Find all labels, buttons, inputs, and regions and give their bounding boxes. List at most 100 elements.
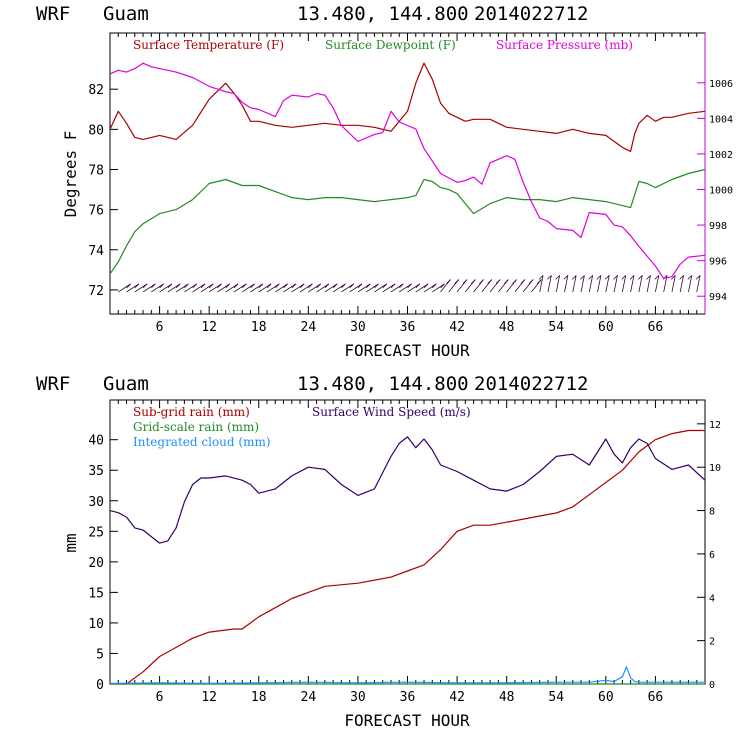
y2-tick-label: 994 bbox=[709, 292, 727, 303]
wind-barb bbox=[200, 283, 214, 293]
x-tick-label: 48 bbox=[499, 690, 515, 705]
y2-tick-label: 2 bbox=[709, 637, 715, 648]
y2-tick-label: 12 bbox=[709, 420, 721, 431]
wind-barb bbox=[564, 275, 569, 292]
header-coords-2: 13.480, 144.800 bbox=[297, 373, 469, 395]
wind-barb-flag bbox=[184, 283, 189, 289]
wind-barb-flag bbox=[695, 275, 701, 280]
wind-barb bbox=[332, 283, 346, 293]
wind-barb bbox=[192, 283, 206, 293]
wind-barb-flag bbox=[349, 283, 355, 289]
wind-barb bbox=[671, 275, 676, 292]
y2-tick-label: 1002 bbox=[709, 150, 733, 161]
wind-barb bbox=[341, 283, 354, 293]
wind-barb-flag bbox=[407, 283, 412, 289]
series-line-4 bbox=[109, 436, 706, 544]
temperature-y-label: Degrees F bbox=[61, 131, 80, 218]
y-tick-label: 35 bbox=[88, 464, 104, 479]
wind-barb bbox=[308, 283, 321, 293]
y2-tick-label: 998 bbox=[709, 221, 727, 232]
wind-barb-flag bbox=[520, 279, 526, 284]
wind-barb-flag bbox=[250, 283, 255, 289]
wind-barb-flag bbox=[208, 283, 214, 289]
legend-dewpoint: Surface Dewpoint (F) bbox=[325, 38, 456, 52]
y2-tick-label: 1006 bbox=[709, 79, 733, 90]
wind-barb-flag bbox=[446, 279, 451, 284]
wind-barb-flag bbox=[200, 283, 206, 289]
y2-tick-label: 8 bbox=[709, 507, 715, 518]
x-tick-label: 36 bbox=[400, 320, 416, 335]
wind-barb-flag bbox=[142, 283, 148, 289]
wind-barb bbox=[572, 275, 577, 292]
wind-barb-flag bbox=[382, 283, 388, 289]
wind-barb-flag bbox=[687, 275, 693, 280]
wind-barb-flag bbox=[537, 279, 542, 284]
wind-barb bbox=[696, 275, 701, 292]
legend-wind-speed: Surface Wind Speed (m/s) bbox=[312, 405, 471, 419]
wind-barb bbox=[555, 275, 561, 292]
temperature-series bbox=[109, 62, 706, 279]
wind-barb bbox=[175, 283, 189, 293]
y-tick-label: 40 bbox=[88, 434, 104, 449]
x-tick-label: 60 bbox=[598, 690, 614, 705]
wind-barb bbox=[638, 275, 643, 292]
x-tick-label: 6 bbox=[156, 320, 164, 335]
wind-barb bbox=[283, 283, 297, 293]
wind-barb-flag bbox=[316, 283, 321, 289]
legend-pressure: Surface Pressure (mb) bbox=[496, 38, 633, 52]
y-tick-label: 72 bbox=[88, 284, 104, 299]
wind-barb bbox=[597, 275, 602, 292]
header-model-2: WRF bbox=[36, 373, 70, 395]
wind-barb-flag bbox=[126, 283, 131, 289]
wind-barb-flag bbox=[217, 283, 222, 289]
wind-barb bbox=[580, 275, 585, 292]
x-tick-label: 30 bbox=[350, 690, 366, 705]
wind-barb-flag bbox=[679, 275, 684, 280]
legend-subgrid-rain: Sub-grid rain (mm) bbox=[133, 405, 250, 419]
rain-series bbox=[109, 429, 706, 685]
x-tick-label: 66 bbox=[648, 690, 664, 705]
wind-barb bbox=[291, 283, 305, 293]
wind-barb bbox=[357, 283, 371, 293]
wind-barb bbox=[233, 283, 247, 293]
wind-barb-flag bbox=[528, 279, 534, 284]
wind-barb-flag bbox=[159, 283, 164, 289]
header-model: WRF bbox=[36, 3, 70, 25]
wind-barb-flag bbox=[479, 279, 484, 284]
wind-barb-flag bbox=[471, 279, 476, 284]
wind-barb-flag bbox=[671, 275, 676, 280]
wind-barb-flag bbox=[151, 283, 156, 289]
x-tick-label: 6 bbox=[156, 690, 164, 705]
series-line-1 bbox=[109, 62, 706, 152]
wind-barb bbox=[646, 275, 651, 292]
x-tick-label: 54 bbox=[548, 320, 564, 335]
wind-barb-flag bbox=[637, 275, 643, 280]
y2-tick-label: 0 bbox=[709, 680, 715, 691]
legend-cloud: Integrated cloud (mm) bbox=[133, 435, 271, 449]
wind-barb-flag bbox=[192, 283, 198, 289]
wind-barb-flag bbox=[613, 275, 618, 280]
series-line-3 bbox=[109, 666, 705, 684]
wind-barb bbox=[588, 275, 594, 292]
wind-barb-flag bbox=[399, 283, 404, 289]
wind-barb-flag bbox=[604, 275, 610, 280]
wind-barb bbox=[407, 283, 421, 293]
wind-barb-flag bbox=[563, 275, 569, 280]
wind-barb-flag bbox=[299, 283, 305, 289]
wind-barb-flag bbox=[538, 275, 544, 280]
y-tick-label: 0 bbox=[96, 678, 104, 693]
y-tick-label: 78 bbox=[88, 163, 104, 178]
series-line-3 bbox=[109, 62, 706, 279]
wind-barb-flag bbox=[462, 279, 468, 284]
wind-barb bbox=[432, 283, 445, 293]
wind-barb bbox=[167, 283, 181, 293]
wind-barb bbox=[621, 275, 627, 292]
wind-barb-flag bbox=[588, 275, 593, 280]
legend-temperature: Surface Temperature (F) bbox=[133, 38, 284, 52]
wind-barb bbox=[605, 275, 610, 292]
temperature-y-ticks: 72 74 76 78 80 82 bbox=[88, 83, 118, 299]
wind-barb-flag bbox=[423, 283, 429, 289]
temperature-panel-frame bbox=[109, 32, 706, 315]
wind-barb-flag bbox=[495, 279, 501, 284]
